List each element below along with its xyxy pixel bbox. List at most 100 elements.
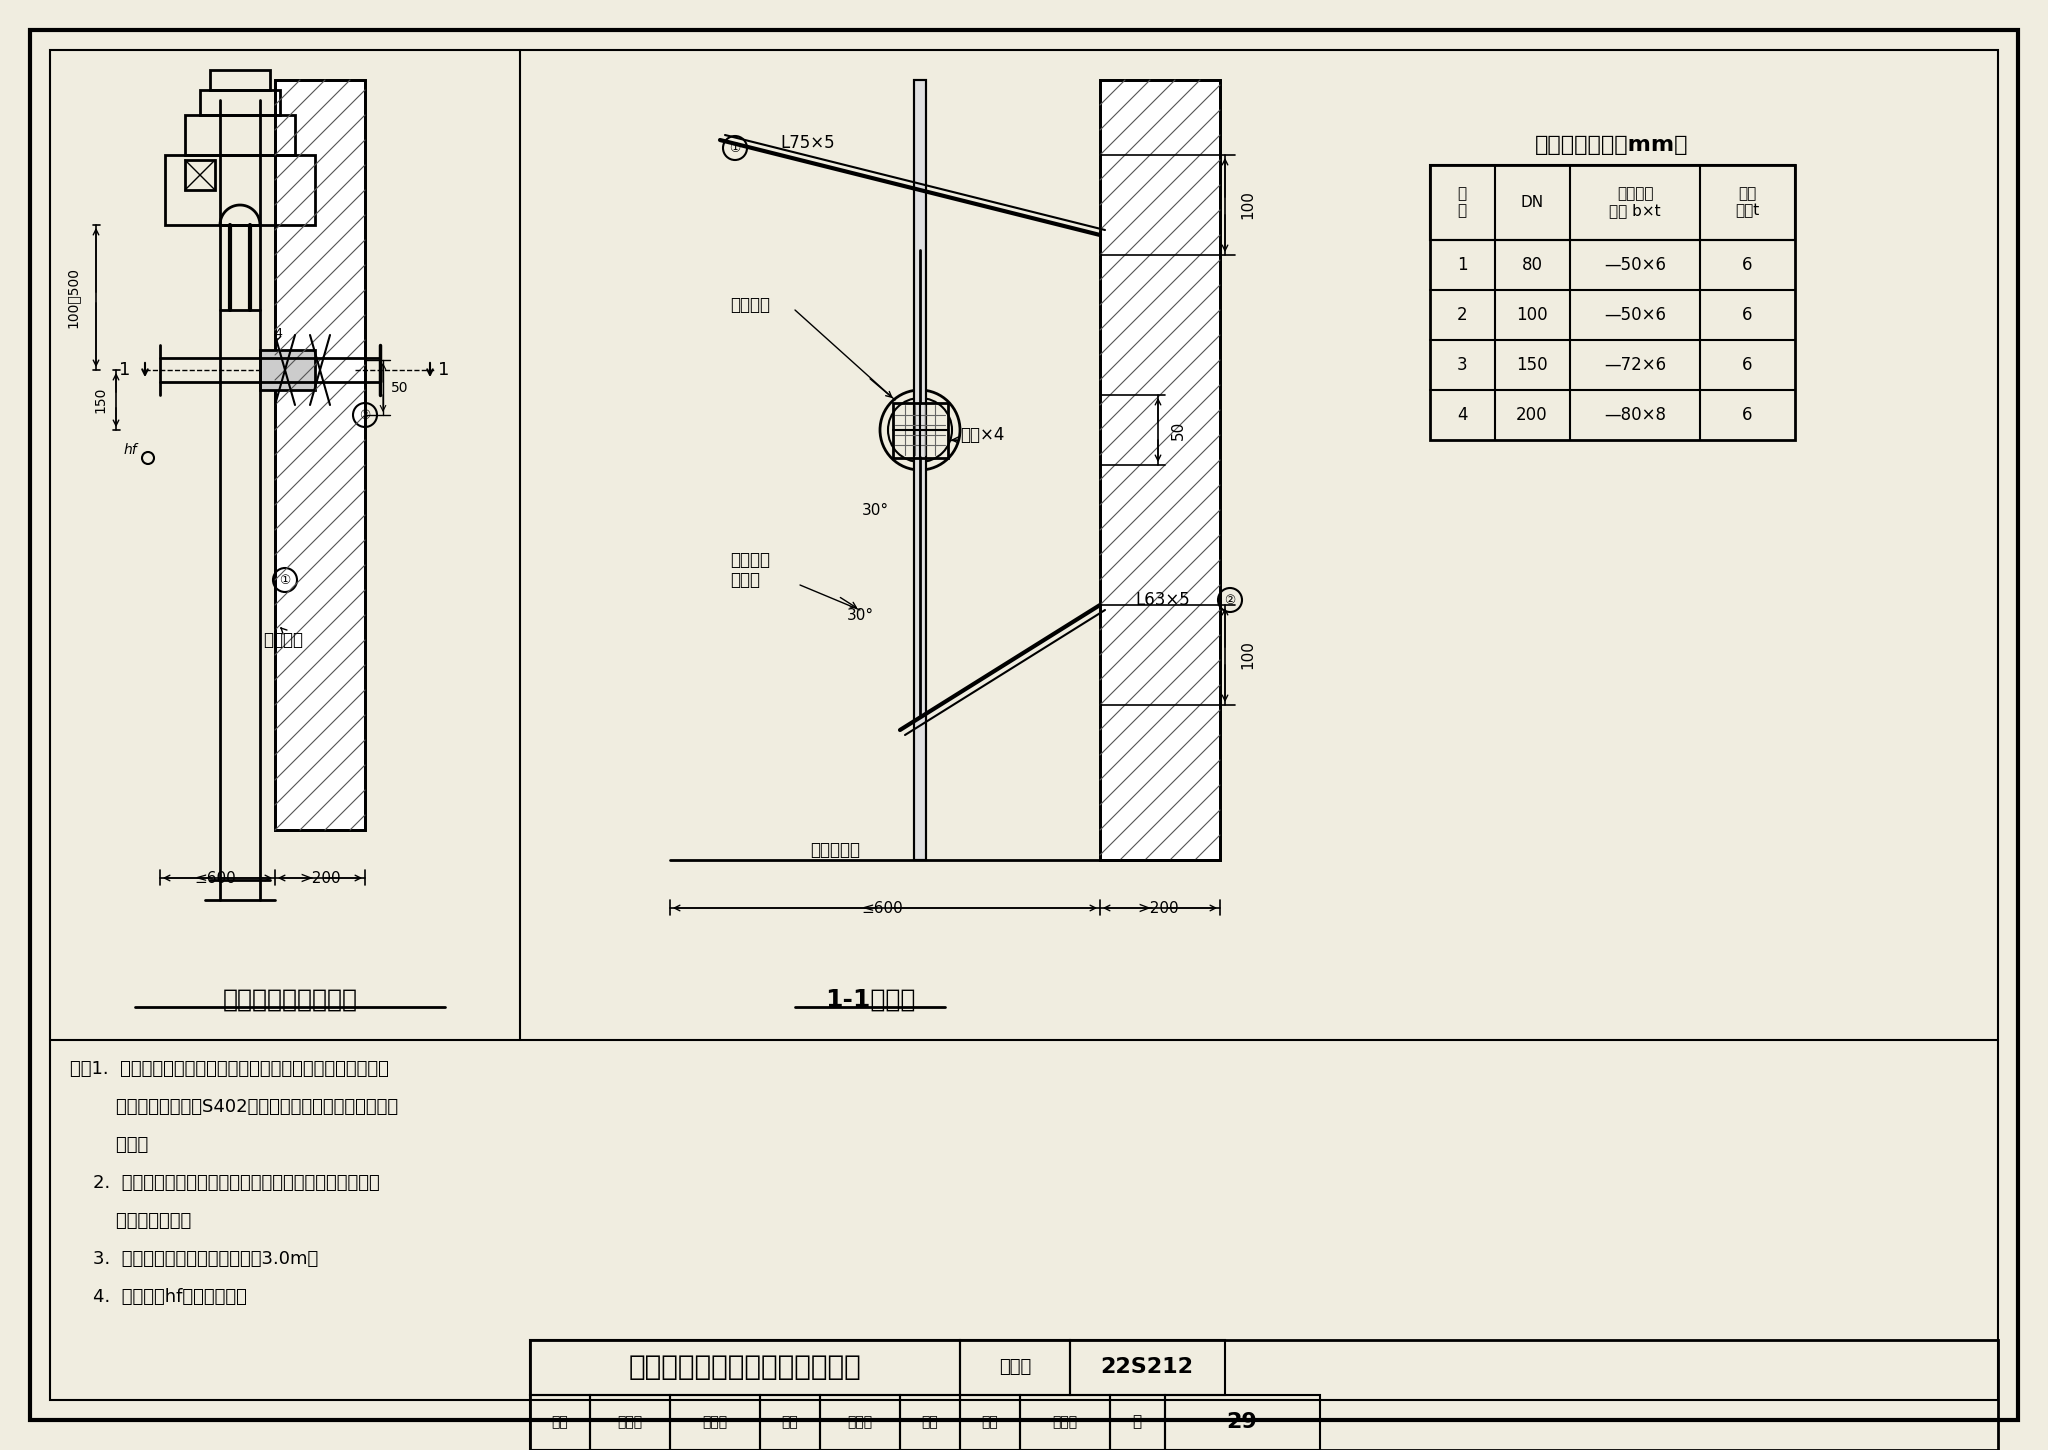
Bar xyxy=(899,1395,961,1450)
Text: 张立成: 张立成 xyxy=(616,1415,643,1430)
Text: —50×6: —50×6 xyxy=(1604,306,1665,323)
Bar xyxy=(913,80,926,860)
Bar xyxy=(913,80,926,860)
Text: 50: 50 xyxy=(391,381,410,394)
Text: 6: 6 xyxy=(1741,406,1753,423)
Text: 29: 29 xyxy=(1227,1412,1257,1433)
Bar xyxy=(201,90,281,115)
Text: 挡块
厚度t: 挡块 厚度t xyxy=(1735,186,1759,217)
Text: 6: 6 xyxy=(1741,357,1753,374)
Text: 张玉成: 张玉成 xyxy=(702,1415,727,1430)
Text: 2: 2 xyxy=(1456,306,1466,323)
Text: 2.  自动消防炮进水管离墙最小距离应满足自动消防炮安装: 2. 自动消防炮进水管离墙最小距离应满足自动消防炮安装 xyxy=(70,1174,379,1192)
Bar xyxy=(260,349,315,390)
Text: 要求。: 要求。 xyxy=(70,1135,147,1154)
Bar xyxy=(670,1395,760,1450)
Bar xyxy=(1100,80,1221,860)
Text: 管夹扁钢
规格 b×t: 管夹扁钢 规格 b×t xyxy=(1610,186,1661,217)
Text: 挡块×4: 挡块×4 xyxy=(961,426,1004,444)
Bar xyxy=(1430,165,1794,241)
Text: 校对: 校对 xyxy=(782,1415,799,1430)
Text: ≤600: ≤600 xyxy=(195,870,236,886)
Text: —72×6: —72×6 xyxy=(1604,357,1667,374)
Bar xyxy=(590,1395,670,1450)
Text: 200: 200 xyxy=(1516,406,1548,423)
Text: 4: 4 xyxy=(1456,406,1466,423)
Text: 4.  焊缝高度hf同挡块厚度。: 4. 焊缝高度hf同挡块厚度。 xyxy=(70,1288,248,1306)
Text: 混凝土圈梁: 混凝土圈梁 xyxy=(811,841,860,858)
Bar xyxy=(1430,165,1794,439)
Text: L75×5: L75×5 xyxy=(780,133,836,152)
Text: ②: ② xyxy=(358,409,371,422)
Text: 垂直管夹: 垂直管夹 xyxy=(729,296,770,315)
Text: 6: 6 xyxy=(1741,257,1753,274)
Text: 150: 150 xyxy=(92,387,106,413)
Bar xyxy=(819,1395,899,1450)
Text: 22S212: 22S212 xyxy=(1100,1357,1194,1378)
Text: 100～500: 100～500 xyxy=(66,267,80,328)
Text: >200: >200 xyxy=(1137,900,1180,915)
Text: 1-1剖面图: 1-1剖面图 xyxy=(825,987,915,1012)
Bar xyxy=(274,80,365,829)
Text: hf: hf xyxy=(123,444,137,457)
Text: 100: 100 xyxy=(1516,306,1548,323)
Bar xyxy=(1100,80,1221,860)
Text: —50×6: —50×6 xyxy=(1604,257,1665,274)
Text: 100: 100 xyxy=(1241,190,1255,219)
Text: —80×8: —80×8 xyxy=(1604,406,1665,423)
Text: 1: 1 xyxy=(1456,257,1466,274)
Text: 姚大鹏: 姚大鹏 xyxy=(1053,1415,1077,1430)
Text: 并弯折: 并弯折 xyxy=(729,571,760,589)
Bar xyxy=(893,403,948,458)
Bar xyxy=(760,1395,819,1450)
Text: 自动消防炮混凝土墙甲型安装图: 自动消防炮混凝土墙甲型安装图 xyxy=(629,1353,862,1380)
Bar xyxy=(530,1395,590,1450)
Text: 100: 100 xyxy=(1241,641,1255,670)
Bar xyxy=(274,80,365,829)
Text: 1: 1 xyxy=(438,361,449,378)
Text: 50: 50 xyxy=(1171,420,1186,439)
Text: ①: ① xyxy=(729,142,741,155)
Text: >200: >200 xyxy=(299,870,340,886)
Text: 3.  管道支架沿竖向间距不应大于3.0m。: 3. 管道支架沿竖向间距不应大于3.0m。 xyxy=(70,1250,317,1267)
Text: 6: 6 xyxy=(1741,306,1753,323)
Bar xyxy=(184,115,295,155)
Text: 和工作的要求。: 和工作的要求。 xyxy=(70,1212,190,1230)
Text: 1: 1 xyxy=(119,361,129,378)
Text: 3: 3 xyxy=(1456,357,1466,374)
Text: ≤600: ≤600 xyxy=(860,900,903,915)
Text: ②: ② xyxy=(1225,593,1235,606)
Text: 混凝土墙: 混凝土墙 xyxy=(262,631,303,650)
Bar xyxy=(211,70,270,90)
Text: 参见现行国标图集S402《室内管道支架及吊架》的相关: 参见现行国标图集S402《室内管道支架及吊架》的相关 xyxy=(70,1098,397,1116)
Bar xyxy=(961,1395,1020,1450)
Text: 设计: 设计 xyxy=(981,1415,997,1430)
Text: 80: 80 xyxy=(1522,257,1542,274)
Text: 审定: 审定 xyxy=(922,1415,938,1430)
Text: 申方宁: 申方宁 xyxy=(848,1415,872,1430)
Text: ①: ① xyxy=(279,574,291,586)
Text: L63×5: L63×5 xyxy=(1135,592,1190,609)
Bar xyxy=(184,160,215,190)
Bar xyxy=(530,1340,961,1395)
Bar xyxy=(961,1340,1069,1395)
Text: 序
号: 序 号 xyxy=(1458,186,1466,217)
Text: DN: DN xyxy=(1520,194,1544,209)
Text: 图集号: 图集号 xyxy=(999,1359,1030,1376)
Bar xyxy=(166,155,315,225)
Bar xyxy=(1020,1395,1110,1450)
Bar xyxy=(530,1340,1999,1450)
Text: 150: 150 xyxy=(1516,357,1548,374)
Text: 注：1.  本图未注明的垂直管夹构配件的详细尺寸、型号及安装，: 注：1. 本图未注明的垂直管夹构配件的详细尺寸、型号及安装， xyxy=(70,1060,389,1077)
Text: 页: 页 xyxy=(1133,1415,1141,1430)
Text: 混凝土墙甲型安装图: 混凝土墙甲型安装图 xyxy=(223,987,358,1012)
Text: 4: 4 xyxy=(274,326,283,339)
Text: 材料及尺寸表（mm）: 材料及尺寸表（mm） xyxy=(1536,135,1690,155)
Text: 30°: 30° xyxy=(846,608,874,622)
Bar xyxy=(1110,1395,1165,1450)
Text: 30°: 30° xyxy=(862,503,889,518)
Bar xyxy=(1069,1340,1225,1395)
Text: 角钢切肢: 角钢切肢 xyxy=(729,551,770,568)
Text: 审核: 审核 xyxy=(551,1415,569,1430)
Bar xyxy=(1165,1395,1321,1450)
